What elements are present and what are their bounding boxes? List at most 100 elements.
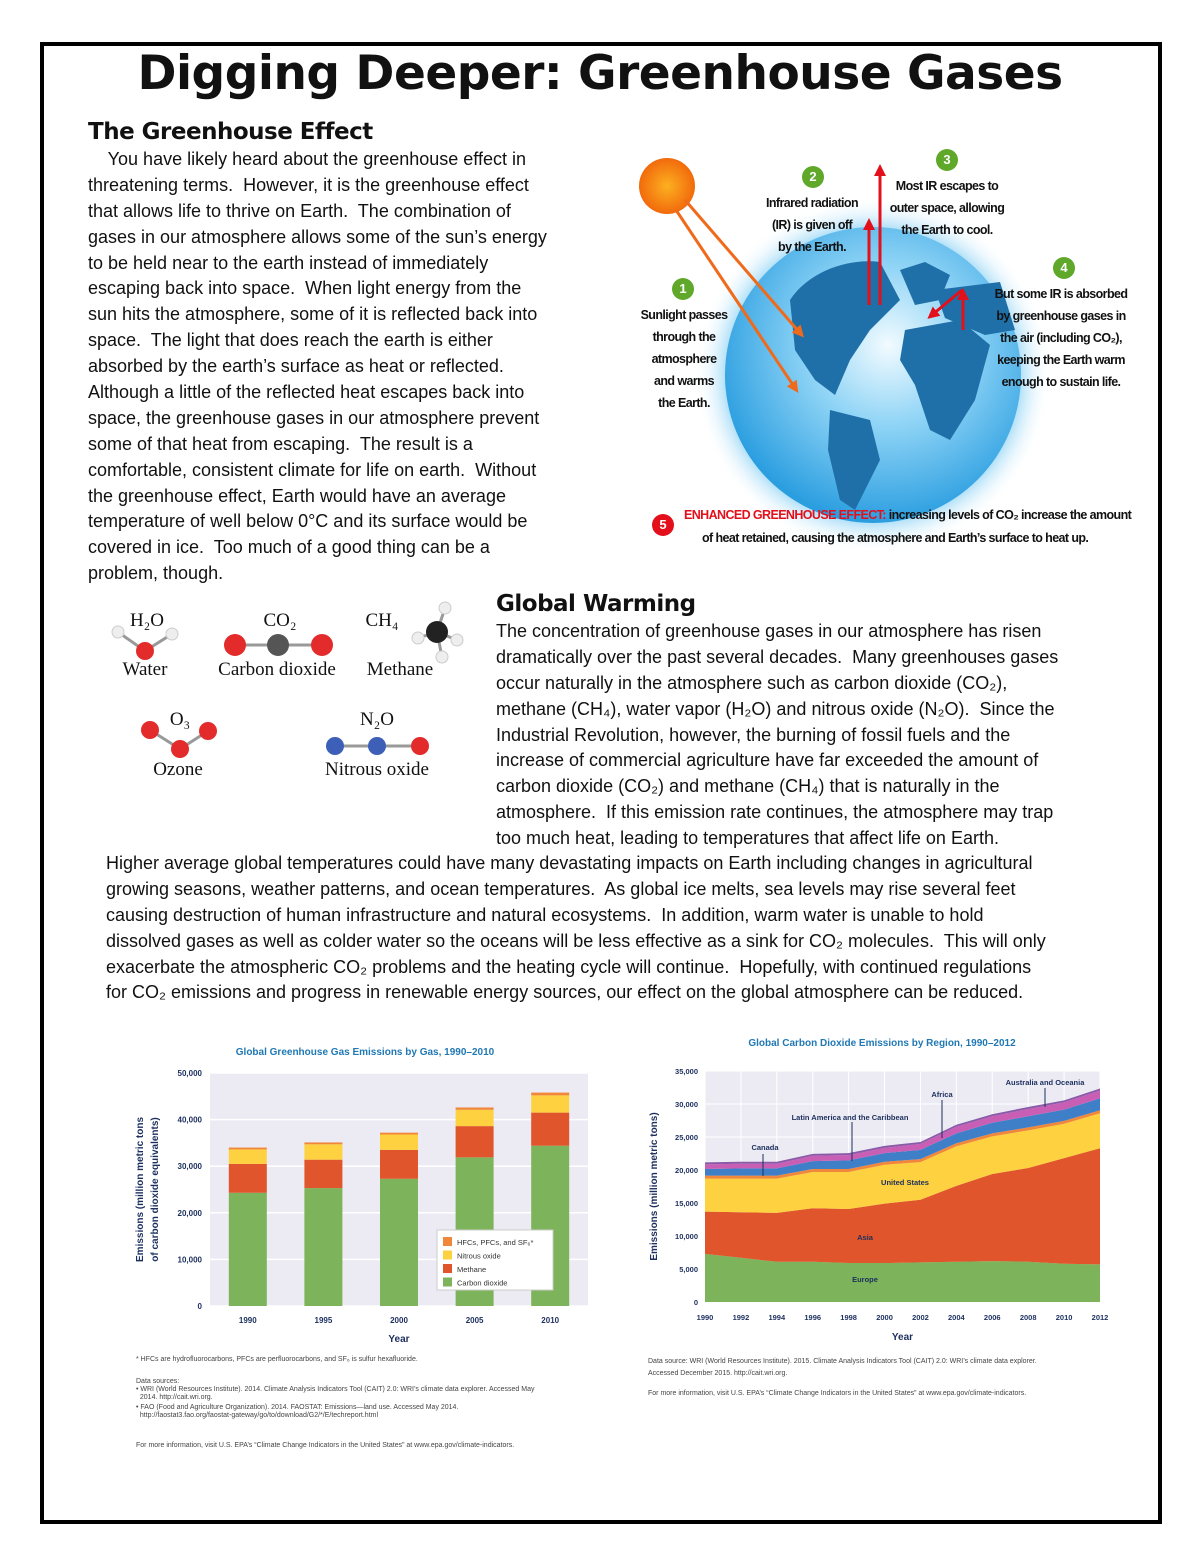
global-warming-impacts-paragraph: Higher average global temperatures could… xyxy=(106,851,1046,1006)
methane-molecule-icon xyxy=(411,601,464,664)
legend-swatch xyxy=(443,1250,452,1260)
text-line: problem, though. xyxy=(88,563,224,584)
text-line: exacerbate the atmospheric CO₂ problems … xyxy=(106,956,1032,977)
step-4-text: But some IR is absorbed by greenhouse gas… xyxy=(994,283,1128,393)
bar-segment xyxy=(455,1126,494,1158)
area-latin-america-and-the-caribbean xyxy=(705,1098,1100,1176)
x-axis-title: Year xyxy=(892,1332,913,1343)
text-line: The concentration of greenhouse gases in… xyxy=(496,621,1042,641)
region-label: Europe xyxy=(852,1275,878,1284)
text-line: the greenhouse effect, Earth would have … xyxy=(88,485,506,506)
text-line: occur naturally in the atmosphere such a… xyxy=(496,672,1008,693)
x-tick-label: 2010 xyxy=(541,1316,559,1325)
x-tick-label: 1990 xyxy=(697,1313,714,1322)
region-label: United States xyxy=(881,1178,929,1187)
text-line: You have likely heard about the greenhou… xyxy=(88,149,526,169)
text-line: to be held near to the earth instead of … xyxy=(88,252,489,273)
y-axis-title: of carbon dioxide equivalents) xyxy=(150,1117,161,1261)
x-tick-label: 2008 xyxy=(1020,1313,1037,1322)
footnote-line: • WRI (World Resources Institute). 2014.… xyxy=(136,1386,535,1393)
step-2-text: Infrared radiation (IR) is given off by th… xyxy=(752,192,872,258)
step-text-line: atmosphere xyxy=(651,352,717,366)
molecule-models xyxy=(111,601,464,758)
area-united-states xyxy=(705,1113,1100,1213)
y-tick-label: 30,000 xyxy=(675,1100,698,1109)
nitrous-oxide-formula: N₂O xyxy=(359,709,395,730)
x-tick-label: 2000 xyxy=(390,1316,408,1325)
x-tick-label: 1994 xyxy=(768,1313,786,1322)
legend-label: Methane xyxy=(457,1265,486,1274)
y-tick-label: 0 xyxy=(694,1298,698,1307)
bar-segment xyxy=(380,1132,418,1135)
region-label: Latin America and the Caribbean xyxy=(792,1113,909,1122)
footnote-line: Data source: WRI (World Resources Instit… xyxy=(648,1358,1037,1365)
enhanced-effect-line2: of heat retained, causing the atmosphere… xyxy=(702,531,1089,545)
nitrous-oxide-label: Nitrous oxide xyxy=(325,759,429,780)
bar-segment xyxy=(531,1092,570,1096)
co2-by-region-chart: Global Carbon Dioxide Emissions by Regio… xyxy=(649,1038,1108,1343)
text-line: escaping back into space. When light ene… xyxy=(88,278,522,299)
step-text-line: by the Earth. xyxy=(778,240,847,254)
text-line: atmosphere. If this emission rate contin… xyxy=(496,802,1054,823)
text-line: Although a little of the reflected heat … xyxy=(88,382,525,403)
step-3-badge: 3 xyxy=(936,149,958,171)
text-line: dramatically over the past several decad… xyxy=(496,646,1059,667)
y-tick-label: 25,000 xyxy=(675,1133,698,1142)
step-text-line: through the xyxy=(652,330,716,344)
water-label: Water xyxy=(122,659,168,680)
x-tick-label: 1995 xyxy=(315,1316,333,1325)
legend-label: HFCs, PFCs, and SF₆* xyxy=(457,1238,533,1247)
ozone-formula: O₃ xyxy=(169,709,191,730)
x-tick-label: 2006 xyxy=(984,1313,1001,1322)
bar-segment xyxy=(304,1159,343,1189)
bar-segment xyxy=(380,1134,418,1150)
step-3-text: Most IR escapes to outer space, allowing t… xyxy=(884,175,1010,241)
bar-segment xyxy=(228,1149,267,1164)
nitrous-oxide-molecule-icon xyxy=(326,737,429,755)
text-line: space. The light that does reach the ear… xyxy=(88,330,493,351)
step-1-text: Sunlight passes through the atmosphere and … xyxy=(634,304,734,414)
bar-segment xyxy=(531,1095,570,1113)
page-title: Digging Deeper: Greenhouse Gases xyxy=(137,46,1063,101)
legend-box xyxy=(436,1229,554,1291)
area-europe xyxy=(705,1253,1100,1302)
region-label: Africa xyxy=(931,1090,953,1099)
step-text-line: by greenhouse gases in xyxy=(996,309,1126,323)
text-line: space, the greenhouse gases in our atmos… xyxy=(88,407,540,428)
bar-segment xyxy=(455,1107,494,1110)
footnote-line: http://faostat3.fao.org/faostat-gateway/… xyxy=(136,1412,379,1419)
text-line: threatening terms. However, it is the gr… xyxy=(88,174,529,195)
x-axis-title: Year xyxy=(388,1334,409,1345)
x-tick-label: 2002 xyxy=(912,1313,929,1322)
text-line: for CO₂ emissions and progress in renewa… xyxy=(106,982,1024,1003)
x-tick-label: 2004 xyxy=(948,1313,966,1322)
footnote-line: For more information, visit U.S. EPA’s “… xyxy=(136,1442,515,1449)
text-line: gases in our atmosphere allows some of t… xyxy=(88,226,547,247)
text-line: that allows life to thrive on Earth. The… xyxy=(88,200,511,221)
text-line: causing destruction of human infrastruct… xyxy=(106,904,984,925)
text-line: carbon dioxide (CO₂) and methane (CH₄) t… xyxy=(496,776,1000,797)
text-line: comfortable, consistent climate for life… xyxy=(88,459,537,480)
x-tick-label: 2005 xyxy=(466,1316,484,1325)
global-warming-heading: Global Warming xyxy=(496,591,696,617)
text-line: increase of commercial agriculture have … xyxy=(496,750,1039,771)
y-tick-label: 0 xyxy=(198,1302,203,1311)
area-asia xyxy=(705,1148,1100,1265)
text-line: growing seasons, weather patterns, and o… xyxy=(106,878,1016,899)
greenhouse-effect-heading: The Greenhouse Effect xyxy=(88,119,373,145)
water-formula: H₂O xyxy=(129,610,165,631)
x-tick-label: 1992 xyxy=(733,1313,750,1322)
region-label: Canada xyxy=(751,1143,779,1152)
page-border xyxy=(40,42,1162,1524)
bar-segment xyxy=(304,1142,343,1145)
y-tick-label: 10,000 xyxy=(178,1255,203,1264)
greenhouse-effect-paragraph: You have likely heard about the greenhou… xyxy=(88,147,547,587)
footnote-line: Data sources: xyxy=(136,1378,180,1385)
legend-swatch xyxy=(443,1237,452,1246)
emissions-by-gas-chart: Global Greenhouse Gas Emissions by Gas, … xyxy=(135,1047,588,1345)
chart-title: Global Greenhouse Gas Emissions by Gas, … xyxy=(236,1047,495,1058)
step-text-line: and warms xyxy=(654,374,715,388)
region-label: Asia xyxy=(857,1233,874,1242)
x-tick-label: 2000 xyxy=(876,1313,893,1322)
text-line: sun hits the atmosphere, some of it is r… xyxy=(88,304,538,325)
